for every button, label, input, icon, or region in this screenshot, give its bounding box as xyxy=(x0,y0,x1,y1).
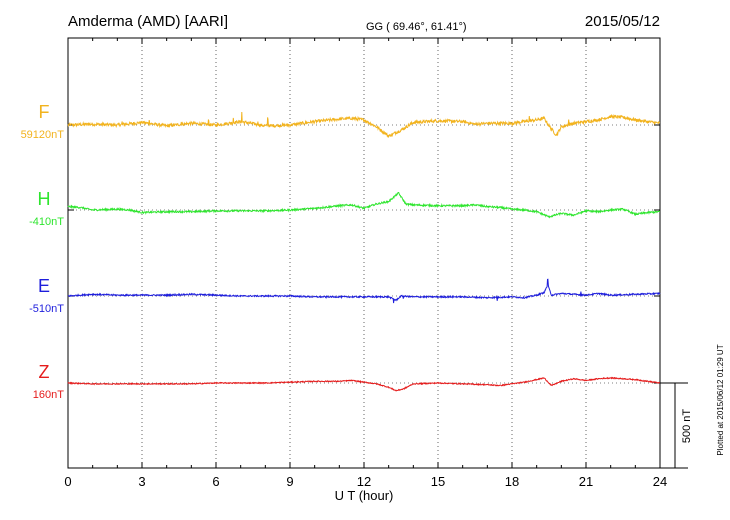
channel-labels: F 59120nT H -410nT E -510nT Z 160nT xyxy=(21,102,65,401)
traces xyxy=(67,111,661,392)
x-tick-label: 3 xyxy=(138,474,145,489)
x-tick-label: 15 xyxy=(431,474,445,489)
channel-name-H: H xyxy=(38,189,51,209)
trace-H xyxy=(67,192,661,219)
channel-baseline-Z: 160nT xyxy=(33,389,64,401)
x-tick-label: 9 xyxy=(286,474,293,489)
x-tick-label: 24 xyxy=(653,474,667,489)
trace-F xyxy=(67,111,661,138)
trace-E xyxy=(67,278,661,304)
plotted-timestamp: Plotted at 2015/06/12 01:29 UT xyxy=(716,344,725,455)
channel-baseline-F: 59120nT xyxy=(21,129,65,141)
x-tick-label: 21 xyxy=(579,474,593,489)
x-axis-label: U T (hour) xyxy=(335,488,394,503)
channel-baseline-E: -510nT xyxy=(29,303,64,315)
x-tick-label: 12 xyxy=(357,474,371,489)
channel-name-Z: Z xyxy=(39,362,50,382)
channel-name-F: F xyxy=(39,102,50,122)
x-tick-label: 6 xyxy=(212,474,219,489)
grid xyxy=(68,38,660,468)
trace-Z xyxy=(67,376,660,392)
x-axis: 0 3 6 9 12 15 18 21 24 xyxy=(64,38,667,489)
scale-bar-label: 500 nT xyxy=(681,409,693,444)
channel-name-E: E xyxy=(38,276,50,296)
channel-baseline-H: -410nT xyxy=(29,216,64,228)
x-tick-label: 18 xyxy=(505,474,519,489)
station-coords: GG ( 69.46°, 61.41°) xyxy=(366,21,467,33)
station-title: Amderma (AMD) [AARI] xyxy=(68,13,228,30)
x-tick-label: 0 xyxy=(64,474,71,489)
scale-bar: 500 nT xyxy=(660,382,693,469)
plot-date: 2015/05/12 xyxy=(585,13,660,30)
